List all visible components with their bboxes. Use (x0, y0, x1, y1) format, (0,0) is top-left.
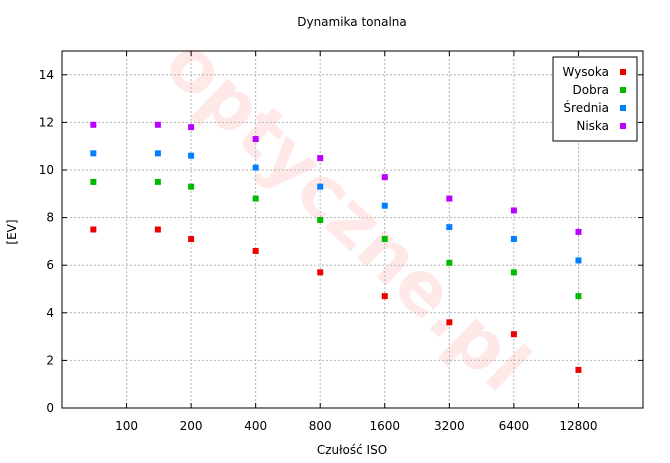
legend-marker (620, 87, 626, 93)
data-point (252, 164, 259, 171)
y-tick-label: 2 (46, 353, 54, 367)
data-point (90, 178, 97, 185)
y-tick-label: 12 (39, 115, 54, 129)
plot-frame (61, 50, 644, 409)
data-point (381, 293, 388, 300)
data-point (317, 216, 324, 223)
y-tick-label: 4 (46, 306, 54, 320)
legend-marker (620, 105, 626, 111)
y-tick-label: 10 (39, 163, 54, 177)
x-tick-label: 1600 (370, 419, 401, 433)
legend: Wysoka Dobra Średnia Niska (552, 56, 638, 142)
y-tick-label: 0 (46, 401, 54, 415)
data-point (188, 236, 195, 243)
x-tick-label: 6400 (499, 419, 530, 433)
y-tick-label: 8 (46, 211, 54, 225)
data-point (154, 121, 161, 128)
x-tick-label: 3200 (434, 419, 465, 433)
data-point (575, 366, 582, 373)
data-point (252, 195, 259, 202)
y-tick-label: 6 (46, 258, 54, 272)
data-point (575, 228, 582, 235)
data-points (90, 121, 582, 373)
data-point (154, 178, 161, 185)
data-point (188, 183, 195, 190)
x-axis-label: Czułość ISO (317, 443, 387, 457)
x-tick-label: 400 (244, 419, 267, 433)
x-tick-labels: 100 200 400 800 1600 3200 6400 12800 (115, 419, 597, 433)
x-tick-label: 200 (180, 419, 203, 433)
x-tick-label: 800 (309, 419, 332, 433)
data-point (510, 269, 517, 276)
data-point (575, 293, 582, 300)
data-point (90, 226, 97, 233)
data-point (510, 236, 517, 243)
x-tick-label: 100 (115, 419, 138, 433)
data-point (154, 150, 161, 157)
data-point (154, 226, 161, 233)
data-point (317, 269, 324, 276)
data-point (510, 331, 517, 338)
data-point (381, 236, 388, 243)
axis-ticks (62, 51, 643, 409)
data-point (381, 202, 388, 209)
chart-title: Dynamika tonalna (297, 15, 407, 29)
data-point (317, 183, 324, 190)
data-point (252, 136, 259, 143)
data-point (446, 319, 453, 326)
watermark: optyczne.pl (149, 20, 546, 407)
data-point (446, 195, 453, 202)
data-point (90, 121, 97, 128)
legend-label: Średnia (563, 100, 609, 115)
data-point (446, 224, 453, 231)
data-point (446, 259, 453, 266)
data-point (381, 174, 388, 181)
legend-marker (620, 69, 626, 75)
legend-label: Dobra (573, 83, 610, 97)
y-axis-label: [EV] (5, 219, 19, 244)
legend-marker (620, 123, 626, 129)
data-point (575, 257, 582, 264)
x-tick-label: 12800 (559, 419, 597, 433)
y-tick-label: 14 (39, 68, 54, 82)
legend-label: Niska (576, 119, 609, 133)
data-point (510, 207, 517, 214)
y-tick-labels: 0 2 4 6 8 10 12 14 (39, 68, 54, 415)
data-point (188, 152, 195, 159)
legend-label: Wysoka (563, 65, 609, 79)
data-point (90, 150, 97, 157)
data-point (252, 247, 259, 254)
data-point (317, 155, 324, 162)
data-point (188, 124, 195, 131)
